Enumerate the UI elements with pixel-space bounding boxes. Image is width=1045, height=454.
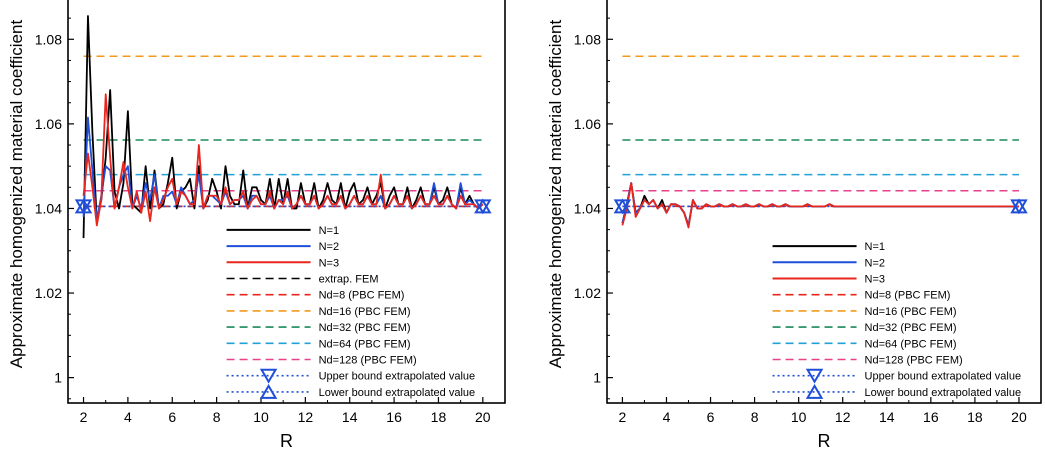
legend-label: Lower bound extrapolated value xyxy=(319,387,476,399)
legend-label: extrap. FEM xyxy=(319,274,379,286)
legend-marker xyxy=(259,383,278,399)
legend-marker xyxy=(805,368,824,384)
x-axis-label: R xyxy=(818,431,831,451)
legend-label: Nd=32 (PBC FEM) xyxy=(319,322,411,334)
y-tick-label: 1 xyxy=(54,370,62,386)
chart-panel-2: 2 4 6 8 10 12 14 16 18 20 1 1.02 1.04 1.06 1.08 R Approx… xyxy=(546,0,1042,451)
x-tick-label: 14 xyxy=(879,409,895,425)
legend-marker xyxy=(805,383,824,399)
x-axis-label: R xyxy=(280,431,293,451)
x-tick-label: 6 xyxy=(168,409,176,425)
legend-marker xyxy=(259,368,278,384)
legend-label: Nd=16 (PBC FEM) xyxy=(865,306,957,318)
y-axis-label: Approximate homogenized material coeffic… xyxy=(7,20,26,369)
legend-label: N=1 xyxy=(319,225,340,237)
x-tick-label: 20 xyxy=(1011,409,1027,425)
series-line-n-3 xyxy=(82,93,484,227)
legend-label: Nd=8 (PBC FEM) xyxy=(865,290,951,302)
legend-label: Lower bound extrapolated value xyxy=(865,387,1022,399)
x-tick-label: 18 xyxy=(431,409,447,425)
y-tick-label: 1.02 xyxy=(35,285,62,301)
series-line-n-2 xyxy=(621,182,1019,227)
x-tick-label: 10 xyxy=(253,409,269,425)
x-tick-label: 2 xyxy=(619,409,627,425)
y-tick-label: 1.06 xyxy=(35,116,62,132)
x-tick-label: 2 xyxy=(80,409,88,425)
lower-bound-marker xyxy=(1010,198,1028,214)
x-tick-label: 8 xyxy=(213,409,221,425)
y-tick-label: 1.04 xyxy=(574,200,601,216)
x-tick-label: 20 xyxy=(475,409,491,425)
legend-label: Upper bound extrapolated value xyxy=(319,371,476,383)
y-tick-label: 1.04 xyxy=(35,200,62,216)
legend-label: N=3 xyxy=(865,274,886,286)
x-tick-label: 4 xyxy=(124,409,132,425)
y-axis-label: Approximate homogenized material coeffic… xyxy=(546,20,565,369)
legend-label: Nd=8 (PBC FEM) xyxy=(319,290,405,302)
x-tick-label: 16 xyxy=(923,409,939,425)
x-tick-label: 14 xyxy=(342,409,358,425)
legend-label: Nd=128 (PBC FEM) xyxy=(865,355,963,367)
x-tick-label: 12 xyxy=(298,409,314,425)
legend-label: Nd=64 (PBC FEM) xyxy=(319,338,411,350)
x-tick-label: 10 xyxy=(791,409,807,425)
legend-label: N=2 xyxy=(319,241,340,253)
x-tick-label: 8 xyxy=(751,409,759,425)
series-line-n-3 xyxy=(621,182,1019,229)
legend: N=1 N=2 N=3 extrap. FEM Nd=8 (PBC FEM) Nd=16 … xyxy=(226,225,476,399)
legend-label: N=2 xyxy=(865,257,886,269)
y-tick-label: 1.06 xyxy=(574,116,601,132)
plot-area xyxy=(621,55,1019,229)
x-tick-label: 4 xyxy=(663,409,671,425)
x-tick-label: 18 xyxy=(967,409,983,425)
lower-bound-marker xyxy=(74,198,93,214)
y-tick-label: 1.02 xyxy=(574,285,601,301)
legend-label: Nd=64 (PBC FEM) xyxy=(865,338,957,350)
x-tick-label: 16 xyxy=(386,409,402,425)
legend-label: N=3 xyxy=(319,257,340,269)
legend-label: Nd=128 (PBC FEM) xyxy=(319,355,417,367)
y-tick-label: 1.08 xyxy=(35,31,62,47)
legend-label: Upper bound extrapolated value xyxy=(865,371,1022,383)
legend-label: Nd=32 (PBC FEM) xyxy=(865,322,957,334)
y-tick-label: 1.08 xyxy=(574,31,601,47)
lower-bound-marker xyxy=(613,198,632,214)
chart-panel-1: 2 4 6 8 10 12 14 16 18 20 1 1.02 1.04 1.06 1.08 R Approx… xyxy=(7,0,506,451)
x-tick-label: 6 xyxy=(707,409,715,425)
legend-label: N=1 xyxy=(865,241,886,253)
series-line-n-1 xyxy=(621,182,1019,227)
legend-label: Nd=16 (PBC FEM) xyxy=(319,306,411,318)
axes-frame xyxy=(606,0,1042,404)
plot-area xyxy=(82,15,484,239)
legend: N=1 N=2 N=3 Nd=8 (PBC FEM) Nd=16 (PBC FEM) Nd… xyxy=(772,241,1022,399)
axes-frame xyxy=(67,0,506,404)
y-tick-label: 1 xyxy=(593,370,601,386)
x-tick-label: 12 xyxy=(835,409,851,425)
lower-bound-marker xyxy=(474,198,492,214)
